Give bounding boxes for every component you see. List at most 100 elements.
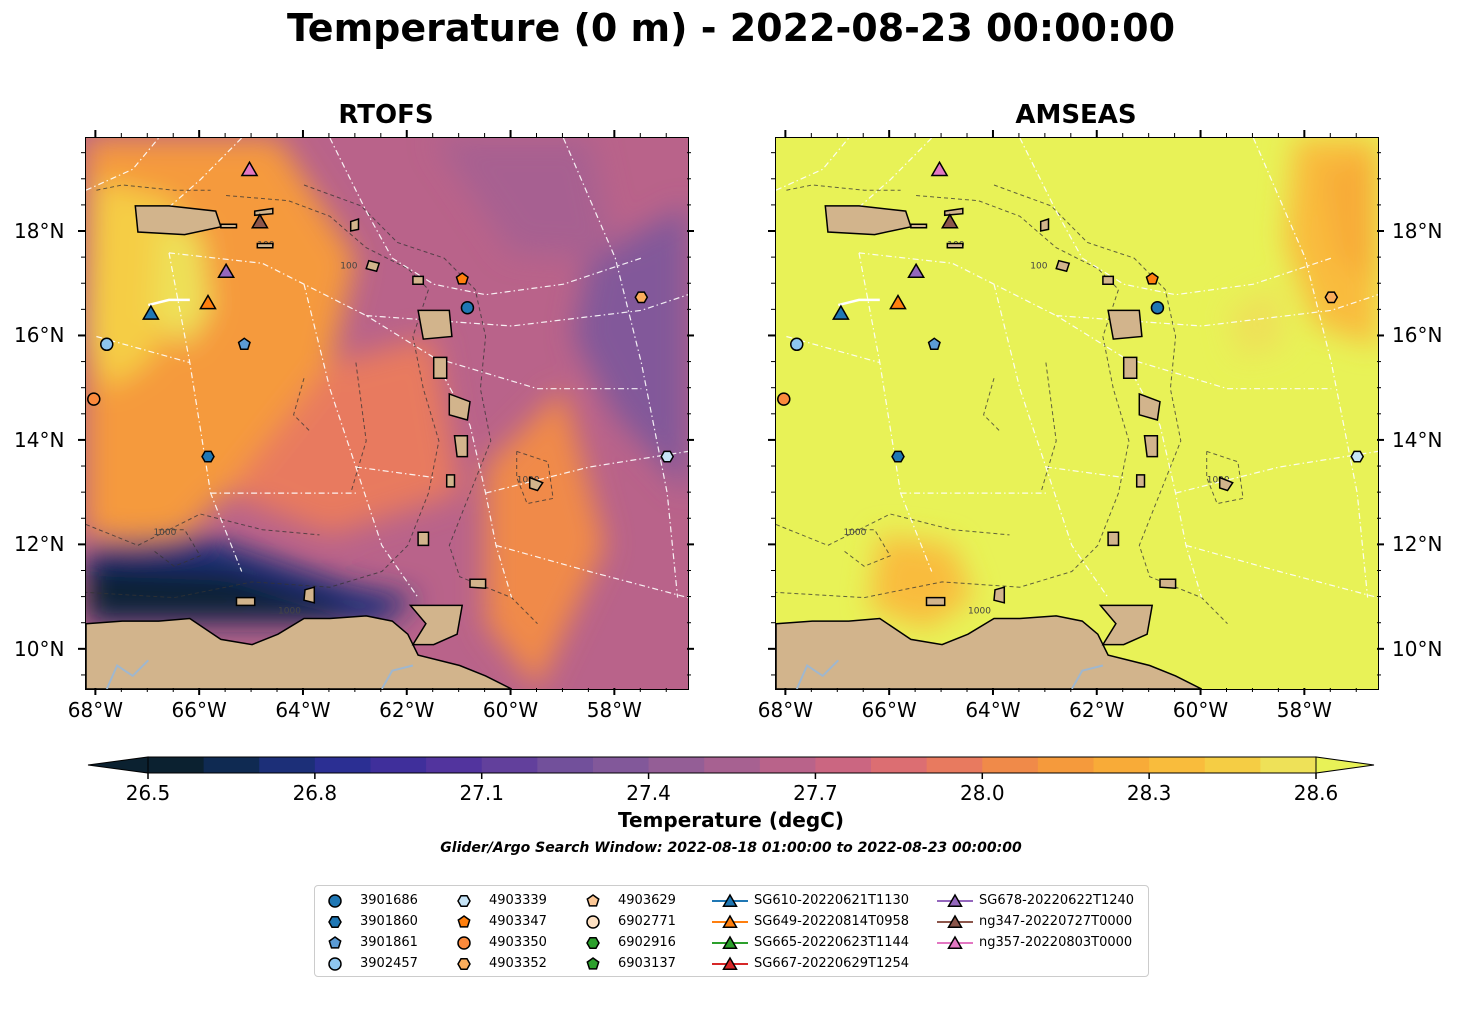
legend-marker (457, 958, 471, 970)
legend-label: 6902771 (618, 914, 676, 929)
glider-track (147, 298, 190, 307)
bathymetry-contour (843, 529, 891, 567)
island-land (1122, 356, 1138, 379)
colorbar-over-arrow (1315, 756, 1375, 774)
colorbar-bin (926, 757, 983, 773)
platform-marker-3901686 (1150, 300, 1165, 315)
legend-item-SG678-20220622T1240: SG678-20220622T1240 (935, 892, 1150, 910)
trinidad-land (408, 604, 464, 646)
eez-boundary (158, 138, 243, 217)
colorbar-bin (1260, 757, 1317, 773)
south-america-land (86, 615, 512, 689)
legend-marker (328, 916, 342, 928)
legend-marker (457, 915, 471, 928)
bathymetry-contour (516, 450, 554, 505)
legend-marker (586, 957, 600, 970)
lon-tick-label: 66°W (861, 698, 917, 722)
legend-item-4903352: 4903352 (452, 955, 572, 973)
platform-marker-SG649-20220814T0958 (199, 293, 217, 310)
colorbar-bin (426, 757, 483, 773)
lon-tick-label: 64°W (275, 698, 331, 722)
lon-tick-label: 68°W (757, 698, 813, 722)
lat-tick-label: 10°N (14, 636, 65, 661)
river (380, 664, 414, 689)
search-window-note: Glider/Argo Search Window: 2022-08-18 01… (440, 840, 1022, 856)
legend-marker (328, 936, 342, 949)
platform-marker-3901860 (201, 450, 215, 463)
island-land (1218, 476, 1234, 492)
bathymetry-contour (96, 184, 211, 191)
contour-label: 100 (1030, 262, 1047, 272)
contour-label: 1000 (153, 528, 176, 538)
lon-tick-label: 60°W (482, 698, 539, 722)
colorbar-tick-label: 27.4 (626, 781, 671, 805)
legend-label: 6903137 (618, 956, 676, 971)
legend-label: 3901860 (360, 914, 418, 929)
bathymetry-contour (153, 529, 201, 567)
legend-label: 4903339 (489, 893, 547, 908)
colorbar-bin (1149, 757, 1206, 773)
lon-tick-label: 60°W (1172, 698, 1229, 722)
eez-boundary (562, 138, 679, 598)
platform-marker-4903352 (634, 291, 649, 304)
island-land (448, 392, 471, 421)
lon-tick-label: 66°W (171, 698, 227, 722)
platform-marker-ng357-20220803T0000 (930, 160, 949, 177)
legend-marker (722, 914, 738, 929)
lon-tick-label: 62°W (1069, 698, 1125, 722)
platform-marker-4903350 (777, 392, 791, 406)
platform-marker-4903347 (455, 272, 469, 285)
platform-marker-3901861 (237, 337, 251, 350)
island-land (1159, 578, 1177, 589)
colorbar-tick-label: 26.5 (125, 781, 171, 805)
platform-marker-ng357-20220803T0000 (240, 160, 259, 177)
river (795, 659, 840, 689)
glider-track (837, 298, 880, 307)
island-land (412, 275, 425, 285)
lat-tick-label: 14°N (14, 427, 65, 452)
bathymetry-contour (776, 513, 1010, 546)
legend-label: SG678-20220622T1240 (979, 893, 1135, 908)
eez-boundary (858, 252, 1203, 598)
contour-label: 1000 (517, 476, 540, 486)
colorbar-bin (982, 757, 1039, 773)
platform-marker-4903339 (1350, 450, 1365, 463)
legend-item-SG665-20220623T1144: SG665-20220623T1144 (710, 934, 925, 952)
platform-marker-4903347 (1145, 272, 1159, 285)
island-land (528, 476, 544, 492)
legend-marker (947, 935, 963, 950)
eez-boundary (1019, 138, 1332, 296)
legend-item-6903137: 6903137 (581, 955, 701, 973)
legend-item-3901686: 3901686 (323, 892, 443, 910)
island-land (453, 434, 469, 458)
colorbar-tick-label: 27.7 (793, 781, 838, 805)
colorbar-tick-label: 28.0 (960, 781, 1005, 805)
eez-boundary (776, 138, 850, 191)
trinidad-land (1098, 604, 1154, 646)
island-land (1143, 434, 1159, 458)
legend-item-4903339: 4903339 (452, 892, 572, 910)
colorbar-tick-label: 28.3 (1126, 781, 1172, 805)
legend-item-ng357-20220803T0000: ng357-20220803T0000 (935, 934, 1150, 952)
island-land (235, 596, 256, 607)
legend-item-3901860: 3901860 (323, 913, 443, 931)
legend-marker (586, 937, 600, 949)
lat-tick-label: 16°N (1392, 323, 1443, 348)
colorbar-bin (592, 757, 650, 773)
eez-boundary (1185, 544, 1378, 599)
legend-label: SG665-20220623T1144 (754, 935, 910, 950)
contour-label: 1000 (843, 528, 866, 538)
island-land (1039, 217, 1050, 232)
legend-marker (328, 894, 342, 908)
eez-boundary (168, 252, 243, 572)
platform-marker-SG610-20220621T1130 (831, 304, 850, 320)
colorbar-bin (370, 757, 427, 773)
legend-item-4903347: 4903347 (452, 913, 572, 931)
colorbar-label: Temperature (degC) (618, 808, 844, 832)
colorbar-tick-label: 28.6 (1293, 781, 1339, 805)
colorbar-under-arrow (87, 756, 149, 774)
bathymetry-contour (350, 362, 367, 494)
island-land (943, 207, 964, 217)
lat-tick-label: 14°N (1392, 427, 1443, 452)
